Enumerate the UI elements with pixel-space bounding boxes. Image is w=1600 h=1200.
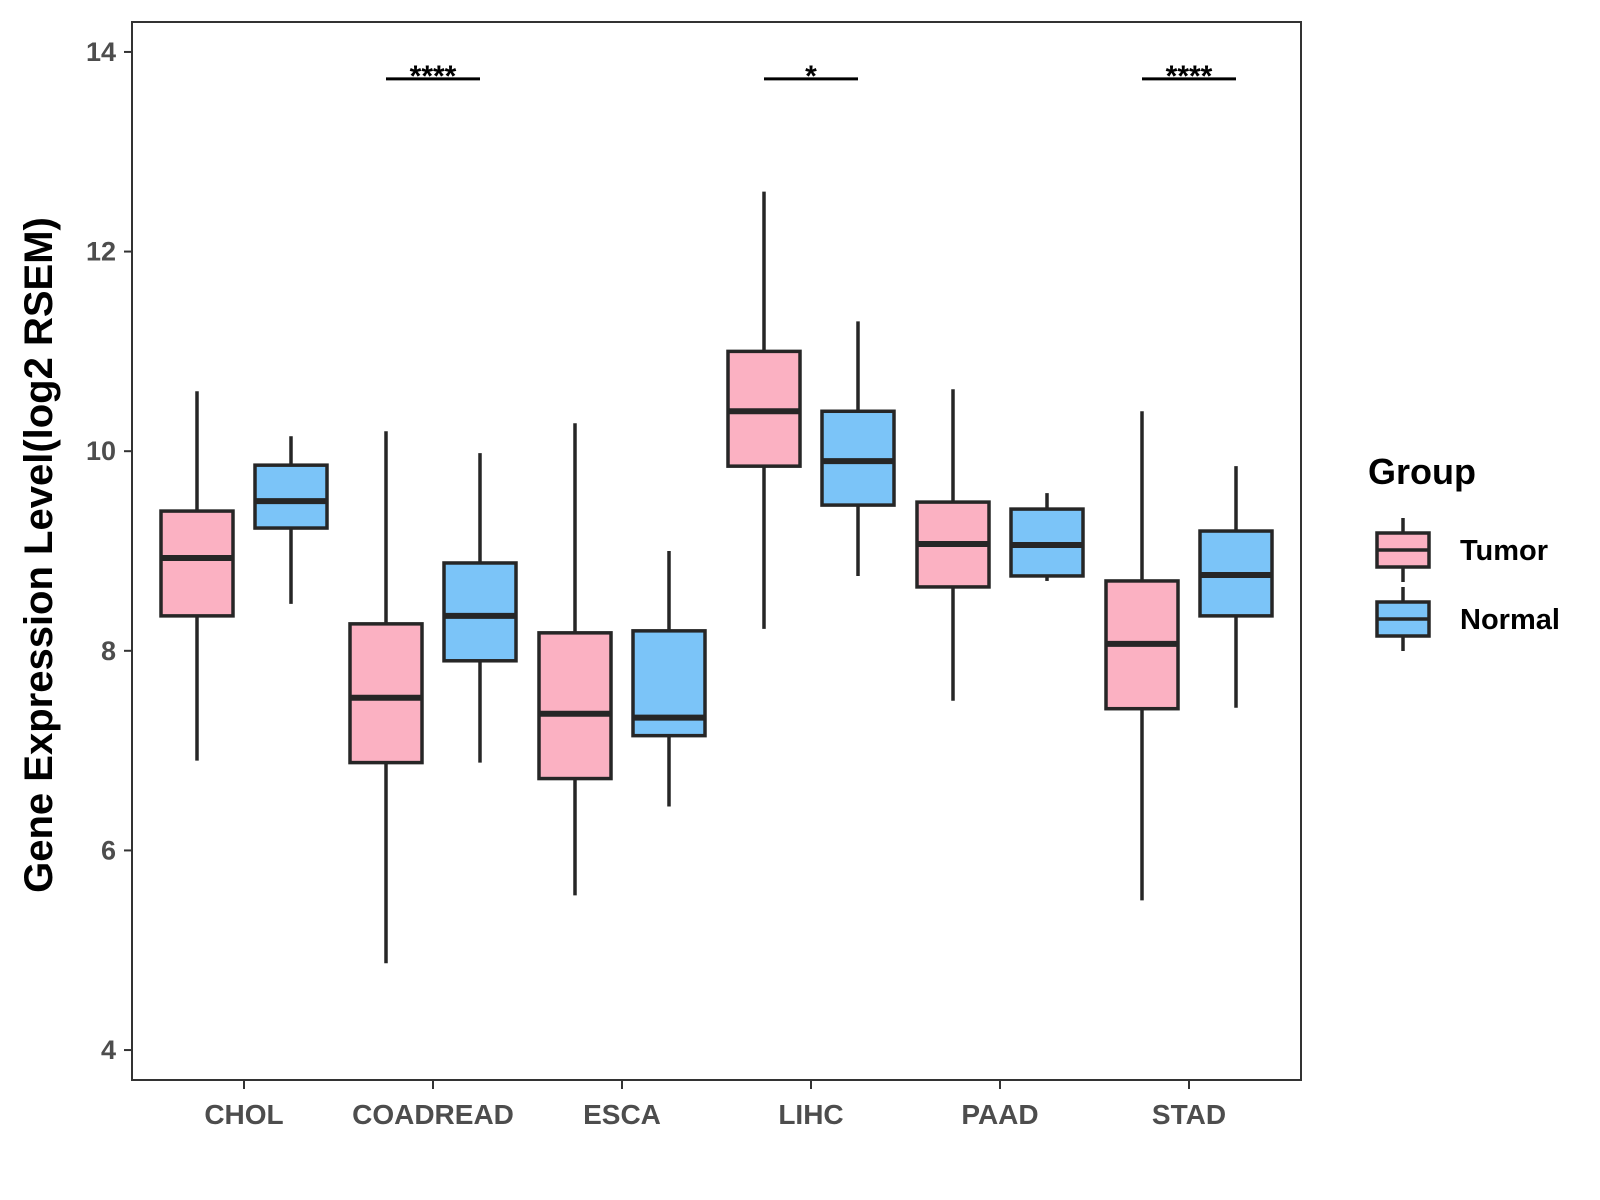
- y-tick-label: 10: [86, 436, 116, 466]
- significance-label: ****: [1166, 60, 1213, 93]
- y-axis-title: Gene Expression Level(log2 RSEM): [17, 217, 61, 893]
- x-axis: CHOL COADREAD ESCA LIHC PAAD STAD: [204, 1080, 1226, 1130]
- legend-item-tumor: Tumor: [1375, 518, 1548, 582]
- box-normal-lihc: [820, 321, 896, 576]
- box-tumor-stad: [1104, 411, 1180, 901]
- significance-label: *: [805, 60, 817, 93]
- panel-border: [131, 21, 1302, 1081]
- box-iqr: [537, 631, 613, 781]
- y-tick-label: 12: [86, 237, 116, 267]
- legend-label: Normal: [1460, 604, 1560, 636]
- box-normal-stad: [1198, 466, 1274, 708]
- x-tick-label: STAD: [1152, 1099, 1226, 1130]
- x-tick-label: COADREAD: [352, 1099, 514, 1130]
- y-tick-label: 14: [86, 37, 116, 67]
- legend-item-normal: Normal: [1375, 587, 1560, 651]
- box-normal-paad: [1009, 493, 1085, 581]
- legend-label: Tumor: [1460, 535, 1548, 567]
- legend: Group Tumor Normal: [1368, 451, 1560, 651]
- box-iqr: [442, 561, 518, 663]
- y-axis: 4 6 8 10 12 14: [86, 37, 132, 1065]
- box-iqr: [253, 463, 329, 530]
- box-iqr: [348, 622, 424, 765]
- box-normal-coadread: [442, 453, 518, 763]
- y-tick-label: 6: [101, 835, 116, 865]
- x-tick-label: PAAD: [961, 1099, 1038, 1130]
- box-tumor-esca: [537, 423, 613, 896]
- box-iqr: [159, 509, 235, 618]
- box-normal-esca: [631, 551, 707, 807]
- box-tumor-paad: [915, 389, 991, 701]
- box-tumor-coadread: [348, 431, 424, 964]
- x-tick-label: CHOL: [204, 1099, 283, 1130]
- x-tick-label: LIHC: [778, 1099, 843, 1130]
- significance-label: ****: [410, 60, 457, 93]
- plot-area: **** * ****: [131, 21, 1302, 1081]
- x-tick-label: ESCA: [583, 1099, 661, 1130]
- box-tumor-chol: [159, 391, 235, 761]
- box-tumor-lihc: [726, 191, 802, 629]
- box-normal-chol: [253, 436, 329, 604]
- legend-title: Group: [1368, 451, 1476, 492]
- y-tick-label: 4: [101, 1035, 116, 1065]
- y-tick-label: 8: [101, 636, 116, 666]
